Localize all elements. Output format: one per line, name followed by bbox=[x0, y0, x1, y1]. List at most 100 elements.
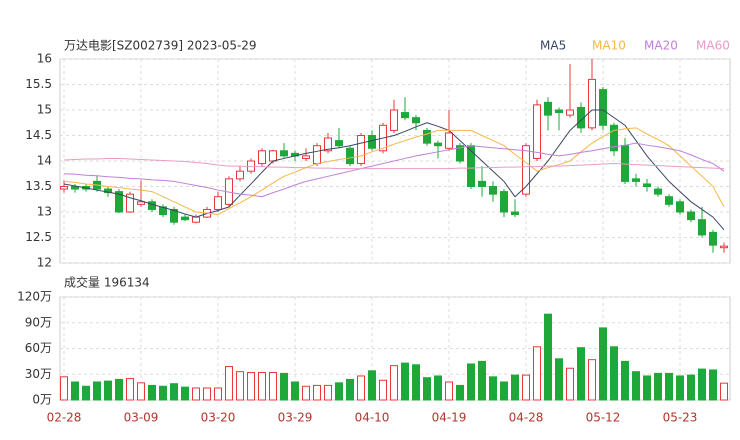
x-tick-label: 02-28 bbox=[47, 411, 82, 425]
volume-bar bbox=[533, 346, 541, 401]
volume-bar bbox=[544, 313, 552, 401]
volume-bar bbox=[643, 375, 651, 401]
candle-body bbox=[577, 106, 585, 129]
candle-body bbox=[126, 193, 134, 213]
x-tick-label: 04-28 bbox=[509, 411, 544, 425]
candle-body bbox=[511, 211, 519, 216]
candle-body bbox=[456, 145, 464, 162]
y-tick-label: 120万 bbox=[17, 290, 52, 304]
volume-bar bbox=[170, 383, 178, 401]
candle-body bbox=[324, 137, 332, 152]
candle-body bbox=[522, 145, 530, 195]
y-tick-label: 60万 bbox=[25, 341, 52, 355]
volume-bar bbox=[676, 375, 684, 401]
volume-bar bbox=[665, 372, 673, 401]
volume-bar bbox=[412, 364, 420, 401]
candle-body bbox=[544, 101, 552, 116]
candle-body bbox=[258, 150, 266, 165]
volume-bar bbox=[357, 375, 365, 401]
volume-bar bbox=[698, 368, 706, 401]
volume-bar bbox=[148, 384, 156, 401]
candle-body bbox=[137, 201, 145, 205]
y-tick-label: 15 bbox=[37, 103, 52, 117]
volume-bar bbox=[423, 377, 431, 401]
legend-entry: MA60 bbox=[696, 39, 730, 53]
y-tick-label: 13 bbox=[37, 205, 52, 219]
volume-bar bbox=[489, 376, 497, 401]
y-tick-label: 14.5 bbox=[25, 128, 52, 142]
candle-body bbox=[467, 145, 475, 187]
candle-body bbox=[214, 196, 222, 210]
candle-body bbox=[610, 124, 618, 152]
volume-bar bbox=[291, 381, 299, 401]
candle-body bbox=[401, 112, 409, 119]
candle-body bbox=[632, 178, 640, 182]
volume-bar bbox=[60, 376, 68, 401]
candle-body bbox=[181, 216, 189, 221]
volume-bar bbox=[93, 381, 101, 401]
x-tick-label: 05-12 bbox=[586, 411, 621, 425]
y-tick-label: 30万 bbox=[25, 367, 52, 381]
volume-bar bbox=[181, 386, 189, 401]
candle-body bbox=[533, 104, 541, 159]
candle-body bbox=[104, 188, 112, 194]
candle-body bbox=[71, 186, 79, 190]
y-tick-label: 14 bbox=[37, 154, 52, 168]
x-tick-label: 03-29 bbox=[278, 411, 313, 425]
candle-body bbox=[489, 186, 497, 195]
volume-bar bbox=[302, 385, 310, 401]
candle-body bbox=[665, 196, 673, 205]
candle-body bbox=[115, 191, 123, 213]
x-tick-label: 03-09 bbox=[124, 411, 159, 425]
volume-bar bbox=[445, 381, 453, 401]
candle-body bbox=[720, 245, 728, 249]
y-tick-label: 0万 bbox=[32, 393, 52, 407]
volume-bar bbox=[709, 369, 717, 401]
volume-bar bbox=[126, 378, 134, 401]
volume-bar bbox=[137, 382, 145, 401]
volume-bar bbox=[203, 387, 211, 401]
y-tick-label: 15.5 bbox=[25, 77, 52, 91]
ma-line bbox=[63, 127, 725, 216]
volume-bar bbox=[368, 370, 376, 401]
candle-body bbox=[357, 135, 365, 165]
volume-bar bbox=[478, 360, 486, 401]
candle-body bbox=[170, 208, 178, 223]
volume-bar bbox=[258, 372, 266, 401]
candle-body bbox=[566, 109, 574, 116]
candle-body bbox=[599, 89, 607, 126]
candle-body bbox=[698, 219, 706, 236]
volume-bar bbox=[269, 372, 277, 401]
volume-bar bbox=[71, 381, 79, 401]
y-tick-label: 12.5 bbox=[25, 230, 52, 244]
volume-bar bbox=[346, 378, 354, 401]
candle-body bbox=[192, 216, 200, 223]
volume-bar bbox=[434, 375, 442, 401]
chart-title: 万达电影[SZ002739] 2023-05-29 bbox=[64, 39, 257, 53]
candle-body bbox=[654, 188, 662, 195]
ma-line bbox=[63, 142, 725, 198]
candle-body bbox=[643, 183, 651, 187]
volume-bar bbox=[401, 362, 409, 401]
x-tick-label: 03-20 bbox=[201, 411, 236, 425]
candle-body bbox=[423, 129, 431, 144]
volume-bar bbox=[522, 374, 530, 401]
candle-body bbox=[236, 170, 244, 180]
y-tick-label: 12 bbox=[37, 256, 52, 270]
volume-bar bbox=[654, 372, 662, 401]
candle-body bbox=[676, 201, 684, 213]
candle-body bbox=[346, 147, 354, 165]
candle-body bbox=[148, 201, 156, 210]
volume-bar bbox=[247, 372, 255, 401]
candle-body bbox=[555, 109, 563, 114]
candle-body bbox=[335, 140, 343, 147]
volume-bar bbox=[236, 371, 244, 401]
volume-bar bbox=[599, 327, 607, 401]
volume-bar bbox=[192, 387, 200, 401]
ma-line bbox=[63, 157, 725, 170]
x-tick-label: 04-19 bbox=[432, 411, 467, 425]
candle-body bbox=[709, 231, 717, 246]
y-tick-label: 16 bbox=[37, 52, 52, 66]
candle-body bbox=[313, 145, 321, 165]
